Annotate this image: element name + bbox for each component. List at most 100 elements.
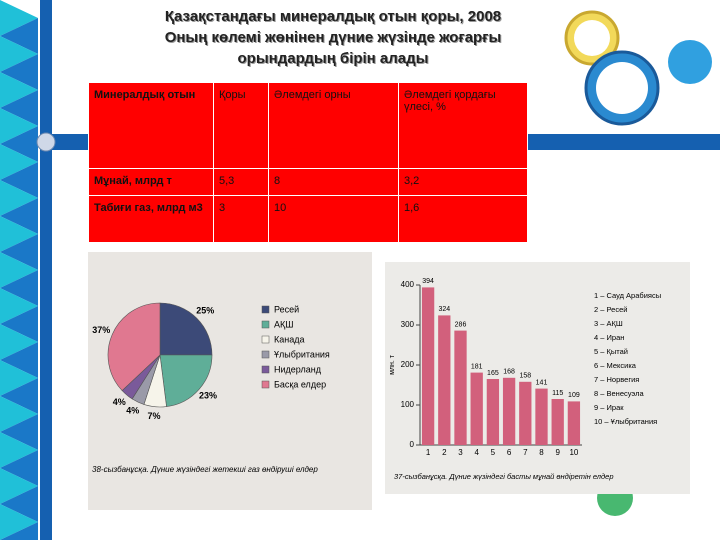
legend-swatch: [261, 335, 270, 344]
header-cell: Әлемдегі орны: [268, 82, 399, 169]
stripe-triangle: [0, 468, 38, 504]
stripe-triangle: [0, 378, 38, 414]
title-line: орындардың бірін алады: [237, 50, 429, 67]
slice-label: 4%: [113, 397, 126, 407]
stripe-triangle: [0, 18, 38, 54]
bar-scan: [385, 262, 690, 494]
pie-slice: [107, 302, 161, 392]
legend-label: 2 – Ресей: [594, 305, 627, 314]
stripe-triangle: [0, 450, 38, 486]
stripe-triangle: [0, 324, 38, 360]
bar-knob: [36, 132, 56, 152]
x-tick-label: 5: [491, 448, 496, 457]
value-label: 141: [536, 379, 548, 386]
legend-label: 3 – АҚШ: [594, 319, 623, 328]
stripe-triangle: [0, 180, 38, 216]
vertical-bar: [40, 0, 52, 540]
legend-label: 4 – Иран: [594, 333, 624, 342]
y-tick-label: 200: [401, 360, 415, 369]
table: Минералдық отын Қоры Әлемдегі орны Әлемдегі…: [88, 82, 528, 243]
x-tick-label: 2: [442, 448, 447, 457]
value-label: 168: [503, 369, 515, 376]
stripe-triangle: [0, 342, 38, 378]
legend-swatch: [261, 305, 270, 314]
x-tick-label: 3: [458, 448, 463, 457]
value-label: 109: [568, 392, 580, 399]
stripe-triangle: [0, 288, 38, 324]
value-label: 324: [438, 306, 450, 313]
chart-caption: 38-сызбанұсқа. Дүние жүзіндегі жетекші г…: [92, 465, 318, 474]
slice-label: 23%: [199, 390, 217, 400]
bar: [502, 377, 516, 445]
legend-label: 10 – Ұлыбритания: [594, 417, 657, 426]
y-tick-label: 100: [401, 400, 415, 409]
bar: [438, 315, 451, 445]
y-tick-label: 300: [401, 320, 415, 329]
stripe-triangle: [0, 504, 38, 540]
x-tick-label: 1: [426, 448, 431, 457]
bar: [567, 401, 581, 445]
stripe-triangle: [0, 54, 38, 90]
y-tick-label: 0: [410, 440, 415, 449]
legend-label: Нидерланд: [274, 364, 322, 374]
legend-label: 6 – Мексика: [594, 361, 637, 370]
stripe-triangle: [0, 486, 38, 522]
stripe-triangle: [0, 72, 38, 108]
slice-label: 25%: [196, 306, 214, 316]
left-decoration: [0, 0, 38, 540]
bar: [519, 381, 532, 445]
stripe-triangle: [0, 216, 38, 252]
header-cell: Әлемдегі қордағы үлесі, %: [398, 82, 528, 169]
clock-face: [596, 62, 648, 114]
title-line: Қазақстандағы минералдық отын қоры, 2008: [164, 8, 502, 25]
cell: 5,3: [213, 168, 269, 196]
bar: [454, 330, 467, 445]
x-tick-label: 7: [523, 448, 528, 457]
x-tick-label: 10: [569, 448, 578, 457]
slice-label: 37%: [92, 325, 110, 335]
stripe-triangle: [0, 432, 38, 468]
header-cell: Минералдық отын: [88, 82, 214, 169]
legend-swatch: [261, 350, 270, 359]
chart-caption: 37-сызбанұсқа. Дүние жүзіндегі басты мұн…: [394, 472, 614, 481]
x-tick-label: 4: [474, 448, 479, 457]
legend-label: Ресей: [274, 304, 299, 314]
y-axis-label: млн. т: [389, 354, 396, 375]
legend-label: 9 – Ирак: [594, 403, 624, 412]
cell: 8: [268, 168, 399, 196]
stripe-triangle: [0, 144, 38, 180]
stripe-triangle: [0, 108, 38, 144]
x-tick-label: 8: [539, 448, 544, 457]
stripe-triangle: [0, 252, 38, 288]
stripe-triangle: [0, 0, 38, 36]
cell: Табиғи газ, млрд м3: [88, 195, 214, 243]
clock-face: [574, 20, 610, 56]
value-label: 165: [487, 370, 499, 377]
x-tick-label: 9: [555, 448, 560, 457]
legend-swatch: [261, 320, 270, 329]
bar: [421, 287, 435, 445]
legend-label: Басқа елдер: [274, 379, 326, 389]
legend-label: 7 – Норвегия: [594, 375, 639, 384]
header-cell: Қоры: [213, 82, 269, 169]
value-label: 158: [519, 373, 531, 380]
bar: [551, 399, 564, 445]
value-label: 181: [471, 363, 483, 370]
stripe-triangle: [0, 522, 38, 540]
y-tick-label: 400: [401, 280, 415, 289]
cell: 10: [268, 195, 399, 243]
legend-label: АҚШ: [274, 319, 294, 329]
legend-label: 5 – Қытай: [594, 347, 628, 356]
legend-label: Ұлыбритания: [274, 349, 330, 359]
stripe-triangle: [0, 162, 38, 198]
legend-label: 1 – Сауд Арабиясы: [594, 291, 661, 300]
legend-swatch: [261, 380, 270, 389]
x-tick-label: 6: [507, 448, 512, 457]
legend-swatch: [261, 365, 270, 374]
pie-slice: [159, 354, 213, 407]
cell: 3: [213, 195, 269, 243]
legend-label: Канада: [274, 334, 304, 344]
stripe-triangle: [0, 414, 38, 450]
stripe-triangle: [0, 306, 38, 342]
